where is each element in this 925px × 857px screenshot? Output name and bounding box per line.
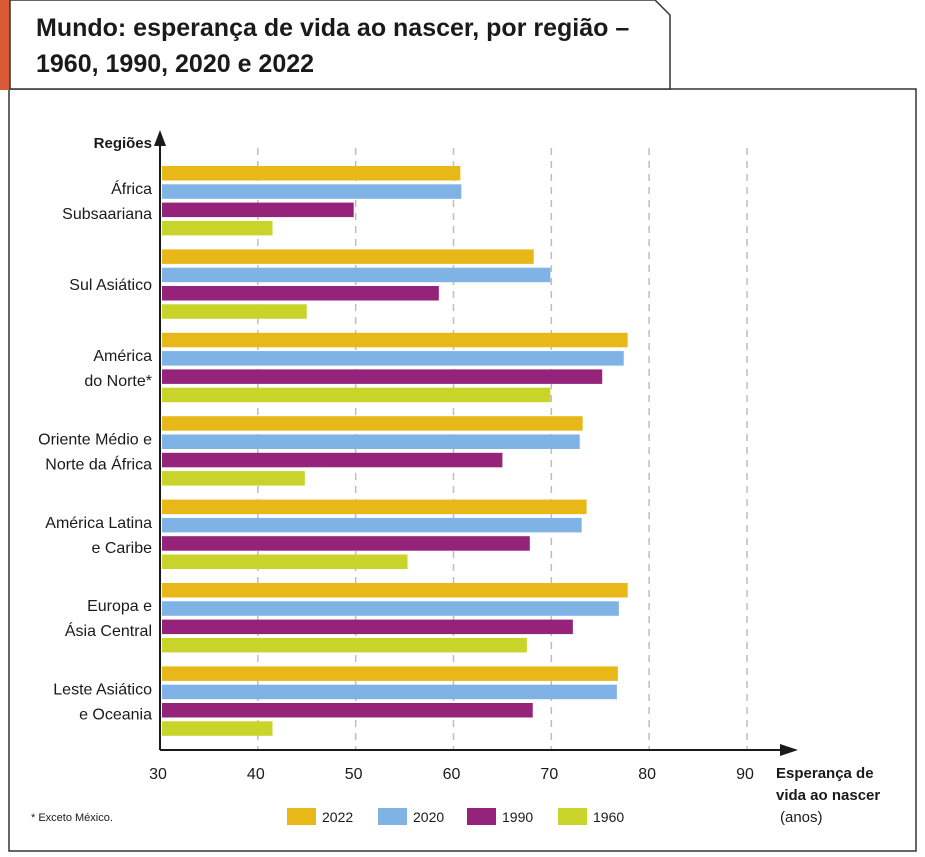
- bar-2022: [162, 416, 583, 431]
- category-label: e Oceania: [79, 707, 152, 724]
- bar-1960: [162, 721, 273, 736]
- legend-swatch-1960: [558, 808, 587, 825]
- category-label: Subsaariana: [62, 206, 152, 223]
- bar-1990: [162, 619, 573, 635]
- x-axis-unit: (anos): [780, 809, 823, 826]
- bar-2020: [162, 184, 462, 199]
- category-label: África: [111, 179, 152, 198]
- category-label: Sul Asiático: [69, 277, 152, 294]
- bar-1990: [162, 452, 503, 468]
- bar-2020: [162, 434, 580, 449]
- bar-1960: [162, 220, 273, 236]
- legend-swatch-2022: [287, 808, 316, 825]
- chart-title-line-2: 1960, 1990, 2020 e 2022: [36, 50, 314, 78]
- x-tick-label: 90: [736, 766, 754, 783]
- category-label: Ásia Central: [65, 621, 152, 640]
- legend-swatch-1990: [467, 808, 496, 825]
- bar-2022: [162, 583, 628, 598]
- bar-1960: [162, 554, 408, 569]
- bar-1960: [162, 637, 527, 653]
- bar-2022: [162, 166, 461, 181]
- category-labels: África Subsaariana Sul Asiático América do N…: [38, 179, 152, 723]
- legend-label: 1960: [593, 809, 624, 825]
- bar-2022: [162, 332, 628, 348]
- x-tick-label: 80: [638, 766, 656, 783]
- legend: 2022 2020 1990 1960: [287, 808, 624, 825]
- bars: [162, 166, 628, 736]
- y-axis-title: Regiões: [94, 135, 152, 152]
- y-axis-arrow: [154, 130, 166, 146]
- bar-2020: [162, 267, 551, 283]
- legend-swatch-2020: [378, 808, 407, 825]
- legend-label: 2020: [413, 809, 444, 825]
- category-label: Oriente Médio e: [38, 431, 152, 448]
- category-label: do Norte*: [84, 373, 152, 390]
- x-axis-title-line-2: vida ao nascer: [776, 787, 880, 804]
- x-tick-label: 70: [540, 766, 558, 783]
- bar-2022: [162, 666, 618, 681]
- axes: [154, 130, 798, 756]
- legend-label: 2022: [322, 809, 353, 825]
- chart-title-line-1: Mundo: esperança de vida ao nascer, por …: [36, 14, 629, 42]
- footnote: * Exceto México.: [31, 812, 113, 824]
- category-label: Europa e: [87, 598, 152, 615]
- bar-1990: [162, 703, 533, 718]
- bar-2020: [162, 601, 619, 616]
- category-label: Leste Asiático: [53, 682, 152, 699]
- x-axis-arrow: [780, 744, 798, 756]
- bar-1990: [162, 202, 354, 218]
- accent-tab: [0, 0, 10, 90]
- bar-2020: [162, 684, 617, 700]
- x-tick-label: 30: [149, 766, 167, 783]
- x-tick-label: 60: [443, 766, 461, 783]
- bar-1960: [162, 304, 307, 319]
- bar-1960: [162, 471, 305, 486]
- bar-1990: [162, 286, 439, 301]
- x-axis-title-line-1: Esperança de: [776, 765, 874, 782]
- category-label: Norte da África: [45, 454, 152, 473]
- title-box: [9, 0, 671, 90]
- category-label: América Latina: [45, 515, 152, 532]
- legend-label: 1990: [502, 809, 533, 825]
- bar-1960: [162, 387, 551, 403]
- category-label: América: [93, 348, 152, 365]
- bar-2022: [162, 249, 534, 264]
- category-label: e Caribe: [92, 540, 153, 557]
- bar-1990: [162, 536, 530, 551]
- bar-2020: [162, 351, 624, 366]
- x-tick-label: 50: [345, 766, 363, 783]
- x-tick-label: 40: [247, 766, 265, 783]
- x-tick-labels: 30 40 50 60 70 80 90: [149, 766, 754, 783]
- bar-2020: [162, 517, 582, 533]
- bar-2022: [162, 499, 587, 515]
- bar-1990: [162, 369, 603, 384]
